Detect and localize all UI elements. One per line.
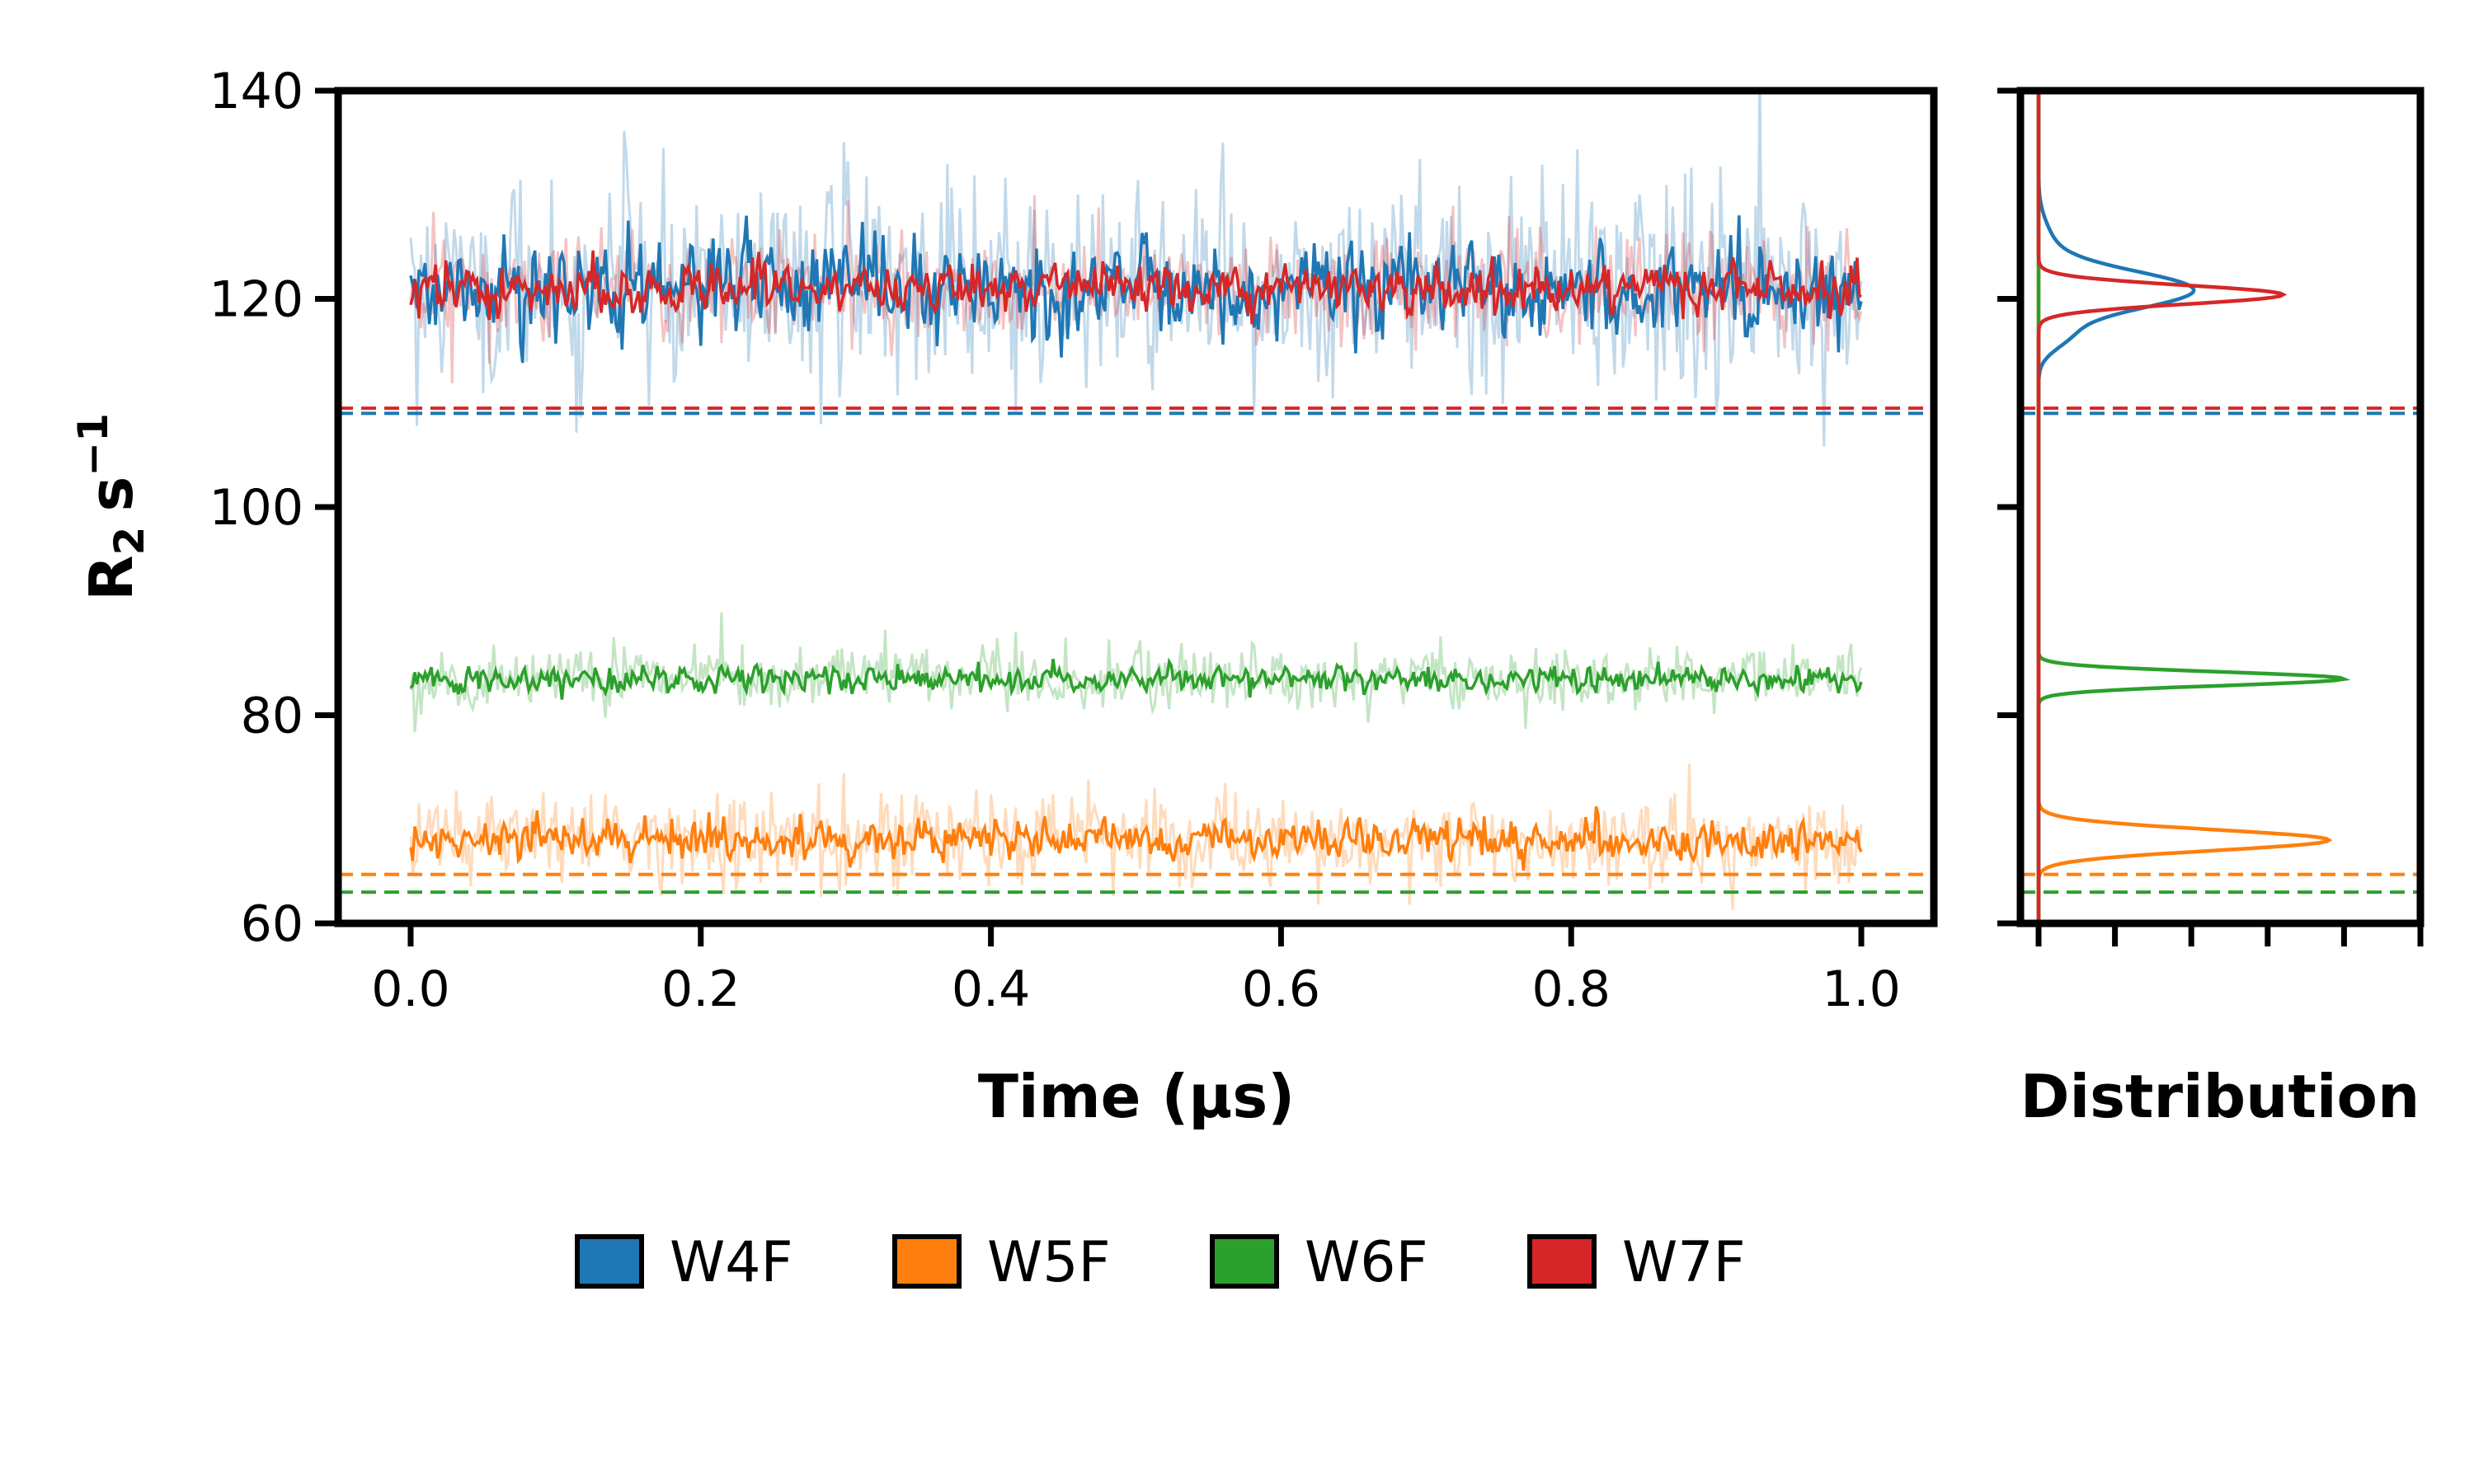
- y-tick-label: 80: [241, 688, 303, 745]
- y-tick-label: 60: [241, 895, 303, 953]
- distribution-plot: Distribution: [1997, 87, 2425, 1131]
- legend: W4F W5F W6F W7F: [575, 1230, 1746, 1295]
- series-line-w6f: [409, 657, 1863, 700]
- legend-item-w4f: W4F: [575, 1230, 793, 1295]
- x-tick-label: 0.8: [1532, 960, 1611, 1018]
- y-tick-label: 140: [209, 63, 303, 120]
- x-tick-label: 0.2: [661, 960, 740, 1018]
- legend-label: W6F: [1305, 1230, 1428, 1295]
- legend-swatch: [575, 1234, 644, 1289]
- x-tick-label: 0.0: [371, 960, 449, 1018]
- distribution-axis-title: Distribution: [2020, 1062, 2420, 1131]
- series-line-w5f: [409, 805, 1863, 871]
- legend-label: W4F: [670, 1230, 793, 1295]
- x-tick-label: 0.4: [952, 960, 1030, 1018]
- series-line-w7f: [409, 250, 1862, 325]
- x-tick-label: 0.6: [1242, 960, 1320, 1018]
- legend-label: W7F: [1622, 1230, 1746, 1295]
- time-series-plot: 0.0 0.2 0.4 0.6 0.8 1.0 60 80 100 120 140 Time (µ…: [69, 63, 1938, 1131]
- legend-label: W5F: [987, 1230, 1111, 1295]
- legend-swatch: [892, 1234, 962, 1289]
- x-tick-label: 1.0: [1822, 960, 1900, 1018]
- y-axis-title: R2s−1: [69, 413, 153, 601]
- legend-item-w7f: W7F: [1527, 1230, 1746, 1295]
- distribution-curve-w7f: [2036, 91, 2288, 923]
- y-tick-label: 120: [209, 271, 303, 329]
- y-tick-label: 100: [209, 479, 303, 537]
- legend-swatch: [1210, 1234, 1279, 1289]
- x-axis-title: Time (µs): [978, 1062, 1295, 1131]
- legend-item-w6f: W6F: [1210, 1230, 1428, 1295]
- legend-item-w5f: W5F: [892, 1230, 1111, 1295]
- legend-swatch: [1527, 1234, 1597, 1289]
